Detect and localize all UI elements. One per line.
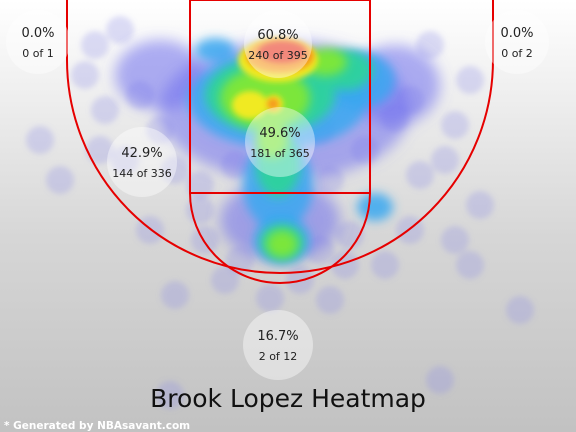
three-point-arc [66,0,494,274]
shot-dot [46,166,74,194]
zone-count-right-corner-three: 0 of 2 [501,47,533,60]
shot-dot [191,226,219,254]
shot-dot [161,156,189,184]
zone-bubble-restricted-area [244,10,312,78]
shot-dot [406,161,434,189]
shot-dot [331,251,359,279]
zone-pct-restricted-area: 60.8% [257,28,298,43]
zone-pct-right-corner-three: 0.0% [500,26,533,41]
zone-count-mid-range: 144 of 336 [112,167,172,180]
zone-pct-left-corner-three: 0.0% [21,26,54,41]
zone-bubble-mid-range [107,127,177,197]
shot-density-dots [26,16,534,409]
zone-labels: 0.0% 0 of 1 0.0% 0 of 2 60.8% 240 of 395 49.6%… [6,10,549,380]
shot-dot [86,136,114,164]
zone-count-above-break-three: 2 of 12 [259,350,298,363]
zone-count-restricted-area: 240 of 395 [248,49,308,62]
shot-dot [156,381,184,409]
zone-pct-mid-range: 42.9% [121,146,162,161]
free-throw-circle [189,192,371,284]
zone-count-paint: 181 of 365 [250,147,310,160]
shot-dot [371,251,399,279]
shot-dot [426,366,454,394]
zone-bubble-left-corner-three [6,10,70,74]
zone-bubble-paint [245,107,315,177]
zone-bubble-right-corner-three [485,10,549,74]
heat-layer [115,38,440,264]
credit-text: * Generated by NBAsavant.com [4,420,190,432]
shot-dot [81,31,109,59]
shot-dot [466,191,494,219]
paint-box [189,0,371,194]
shot-dot [416,31,444,59]
chart-title: Brook Lopez Heatmap [150,384,426,413]
shot-dot [431,146,459,174]
zone-pct-paint: 49.6% [259,126,300,141]
shot-dot [456,251,484,279]
shot-dot [506,296,534,324]
zone-count-left-corner-three: 0 of 1 [22,47,54,60]
shot-dot [211,266,239,294]
zone-pct-above-break-three: 16.7% [257,329,298,344]
shot-dot [106,16,134,44]
shot-dot [91,96,119,124]
zone-bubble-above-break-three [243,310,313,380]
shot-dot [441,111,469,139]
shot-dot [161,281,189,309]
shot-dot [111,146,139,174]
court-lines [66,0,494,284]
shot-dot [456,66,484,94]
shot-dot [71,61,99,89]
shot-dot [256,284,284,312]
shot-dot [26,126,54,154]
shot-dot [441,226,469,254]
shot-dot [336,221,364,249]
shot-dot [316,286,344,314]
